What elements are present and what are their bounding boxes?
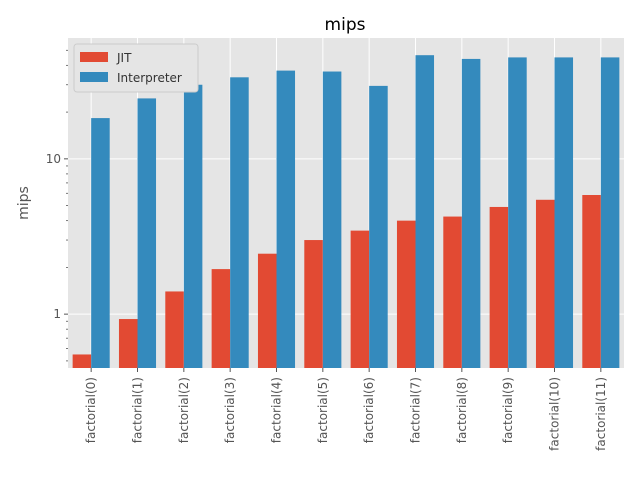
bar-interpreter-0 [91,118,110,368]
x-tick-label: factorial(5) [316,377,330,443]
bar-interpreter-2 [183,84,203,368]
bar-interpreter-6 [369,85,388,369]
x-tick-label: factorial(11) [594,377,608,451]
bar-interpreter-1 [137,98,157,369]
x-tick-label: factorial(0) [84,377,98,443]
legend-swatch-jit [80,52,108,62]
bar-interpreter-8 [461,58,481,369]
bar-interpreter-3 [230,77,249,369]
x-tick-label: factorial(1) [131,377,145,443]
y-axis-title: mips [16,186,32,220]
bar-jit-3 [211,269,231,368]
chart-title: mips [325,15,366,35]
bar-jit-2 [165,291,184,368]
x-tick-label: factorial(8) [455,377,469,443]
x-tick-label: factorial(4) [270,377,284,443]
bar-interpreter-10 [554,57,574,369]
bar-interpreter-5 [322,71,342,368]
bar-jit-1 [118,319,138,368]
bar-jit-6 [350,230,370,368]
bar-jit-5 [304,240,323,368]
bar-jit-9 [489,206,509,368]
bar-jit-10 [535,199,555,368]
bar-interpreter-7 [415,55,435,369]
legend-swatch-interpreter [80,72,108,82]
x-tick-label: factorial(2) [177,377,191,443]
bar-jit-0 [72,354,92,368]
y-tick-label: 10 [46,152,61,166]
plot-background [68,38,624,368]
bar-jit-7 [396,220,416,368]
bar-interpreter-11 [600,57,620,369]
legend-label-jit: JIT [116,51,132,65]
bar-jit-4 [257,253,277,368]
x-axis-ticks: factorial(0) factorial(1) factorial(2) fact… [84,368,608,451]
legend: JIT Interpreter [73,43,199,93]
x-tick-label: factorial(9) [501,377,515,443]
x-tick-label: factorial(3) [223,377,237,443]
bar-jit-11 [582,195,601,368]
x-tick-label: factorial(10) [548,377,562,451]
bar-interpreter-4 [276,70,296,369]
x-tick-label: factorial(7) [409,377,423,443]
y-axis-ticks: 1 10 [46,49,68,362]
bar-interpreter-9 [508,57,527,369]
bars-layer [72,55,620,369]
legend-label-interpreter: Interpreter [117,71,182,85]
x-tick-label: factorial(6) [362,377,376,443]
y-tick-label: 1 [53,307,61,321]
bar-jit-8 [443,216,462,368]
